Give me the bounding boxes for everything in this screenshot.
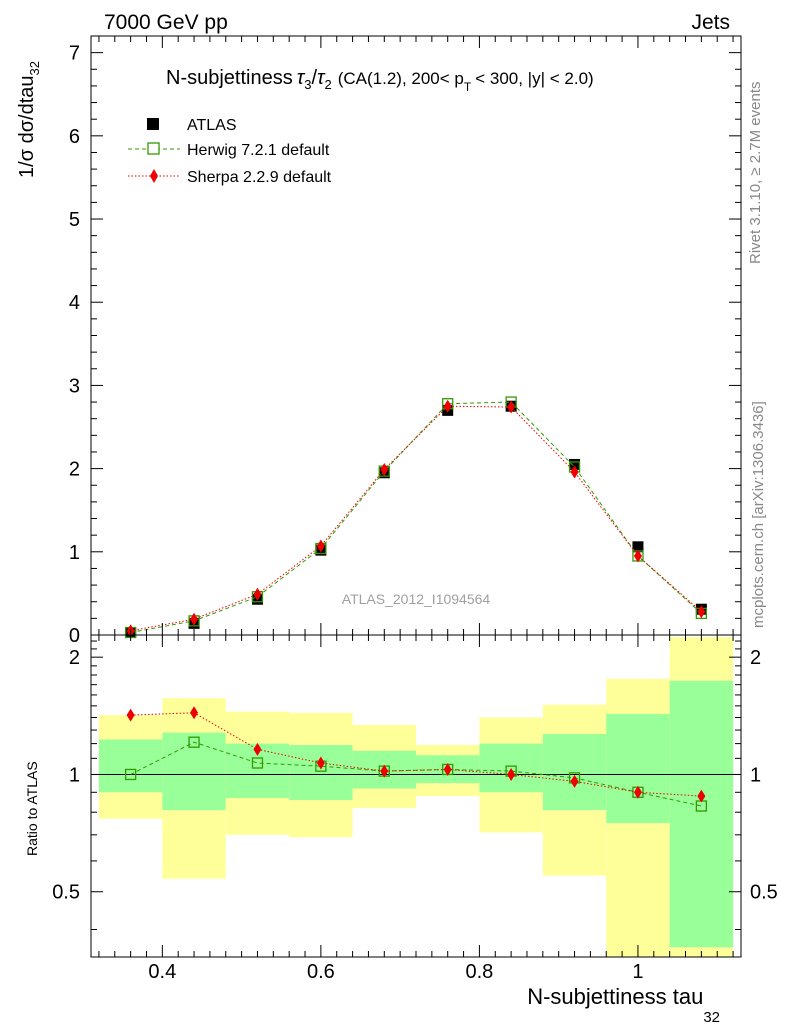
x-axis-label: N-subjettiness tau32 — [527, 984, 720, 1024]
band-stat-bin-6 — [479, 743, 543, 793]
main-y-tick-label: 7 — [69, 43, 80, 65]
main-y-tick-label: 0 — [69, 625, 80, 647]
ratio-point-herwig-7-2-1-default-2 — [251, 757, 264, 769]
ratio-line-herwig-7-2-1-default — [130, 741, 702, 807]
x-axis-label-text: N-subjettiness tau — [527, 984, 703, 1009]
main-point-sherpa-2-2-9-default-6 — [507, 400, 516, 414]
x-axis-label-sub: 32 — [703, 1009, 720, 1024]
title-tau3-sub: 3 — [304, 77, 311, 92]
main-point-sherpa-2-2-9-default-9 — [697, 605, 706, 619]
legend-marker-atlas — [147, 118, 159, 130]
main-point-sherpa-2-2-9-default-1 — [190, 612, 199, 626]
title-tau2: τ — [317, 67, 326, 89]
ratio-point-sherpa-2-2-9-default-5 — [443, 762, 452, 776]
main-point-sherpa-2-2-9-default-7 — [570, 465, 579, 479]
x-tick-label: 1 — [632, 961, 643, 983]
main-point-atlas-8 — [632, 541, 644, 553]
main-point-sherpa-2-2-9-default-2 — [253, 587, 262, 601]
main-y-tick-label: 3 — [69, 375, 80, 397]
legend-entry-herwig: Herwig 7.2.1 default — [128, 142, 330, 159]
title-main: N-subjettiness — [166, 67, 293, 89]
mcplots-label: mcplots.cern.ch [arXiv:1306.3436] — [750, 401, 767, 628]
ratio-point-sherpa-2-2-9-default-6 — [507, 767, 516, 781]
ratio-y-tick-label: 0.5 — [52, 882, 80, 904]
ratio-point-sherpa-2-2-9-default-7 — [570, 774, 579, 788]
ratio-y-tick-label-right: 0.5 — [750, 882, 778, 904]
band-stat-bin-1 — [162, 732, 226, 811]
main-point-sherpa-2-2-9-default-4 — [380, 462, 389, 476]
x-tick-label: 0.8 — [466, 961, 494, 983]
ratio-point-herwig-7-2-1-default-1 — [188, 736, 200, 748]
title-tau3: τ — [297, 67, 306, 89]
plot-title: N-subjettiness τ3/τ2 (CA(1.2), 200< pT < 30… — [166, 67, 594, 94]
ratio-point-sherpa-2-2-9-default-3 — [316, 756, 325, 770]
title-pt-sub: T — [464, 80, 472, 94]
main-point-atlas-7 — [569, 458, 581, 470]
ratio-point-sherpa-2-2-9-default-9 — [697, 789, 706, 803]
band-stat-bin-3 — [289, 745, 353, 800]
main-point-sherpa-2-2-9-default-5 — [443, 399, 452, 413]
legend-label-sherpa: Sherpa 2.2.9 default — [187, 169, 332, 186]
legend-marker-sherpa — [150, 169, 158, 183]
ratio-point-herwig-7-2-1-default-0 — [124, 768, 137, 781]
band-stat-bin-8 — [606, 713, 670, 824]
ratio-point-sherpa-2-2-9-default-0 — [126, 708, 135, 722]
legend-marker-herwig — [147, 142, 160, 155]
ratio-panel-series — [124, 706, 708, 812]
title-slash: / — [311, 67, 317, 89]
ratio-y-tick-label-right: 2 — [750, 647, 761, 669]
main-line-herwig-7-2-1-default — [130, 401, 702, 633]
ratio-ylabel: Ratio to ATLAS — [24, 761, 40, 856]
ratio-y-tick-label: 1 — [69, 764, 80, 786]
band-stat-bin-9 — [669, 680, 734, 948]
main-ylabel-sub: 32 — [27, 61, 42, 75]
title-tau2-sub: 2 — [324, 77, 331, 92]
band-stat-bin-0 — [98, 739, 163, 793]
analysis-watermark: ATLAS_2012_I1094564 — [342, 591, 491, 607]
ratio-y-tick-label-right: 1 — [750, 764, 761, 786]
main-point-sherpa-2-2-9-default-3 — [316, 539, 325, 553]
main-ylabel-text: 1/σ dσ/dtau — [16, 75, 38, 178]
legend-label-herwig: Herwig 7.2.1 default — [187, 142, 330, 159]
rivet-version-label: Rivet 3.1.10, ≥ 2.7M events — [747, 82, 764, 265]
x-tick-label: 0.6 — [307, 961, 335, 983]
category-label: Jets — [691, 11, 730, 34]
main-y-tick-label: 4 — [69, 292, 80, 314]
ratio-point-sherpa-2-2-9-default-4 — [380, 764, 389, 778]
main-y-tick-label: 1 — [69, 542, 80, 564]
main-y-tick-label: 2 — [69, 459, 80, 481]
legend-entry-atlas: ATLAS — [147, 117, 237, 134]
legend-label-atlas: ATLAS — [187, 117, 237, 134]
energy-label: 7000 GeV pp — [104, 11, 228, 34]
legend: ATLAS Herwig 7.2.1 default Sherpa 2.2.9 … — [128, 117, 332, 186]
ratio-uncertainty-bands — [91, 637, 741, 957]
main-y-tick-label: 6 — [69, 126, 80, 148]
x-tick-label: 0.4 — [148, 961, 176, 983]
ratio-point-sherpa-2-2-9-default-8 — [633, 785, 642, 799]
ratio-y-tick-label: 2 — [69, 647, 80, 669]
main-line-sherpa-2-2-9-default — [130, 405, 702, 632]
ratio-point-sherpa-2-2-9-default-2 — [253, 742, 262, 756]
legend-entry-sherpa: Sherpa 2.2.9 default — [128, 169, 332, 186]
title-rest: (CA(1.2), 200< p — [338, 69, 464, 88]
band-stat-bin-7 — [542, 734, 607, 811]
title-end: < 300, |y| < 2.0) — [475, 69, 593, 88]
main-point-sherpa-2-2-9-default-8 — [633, 549, 642, 563]
main-y-tick-label: 5 — [69, 209, 80, 231]
ratio-point-sherpa-2-2-9-default-1 — [190, 706, 199, 720]
main-ylabel: 1/σ dσ/dtau32 — [16, 61, 42, 178]
main-panel-series — [124, 396, 708, 639]
